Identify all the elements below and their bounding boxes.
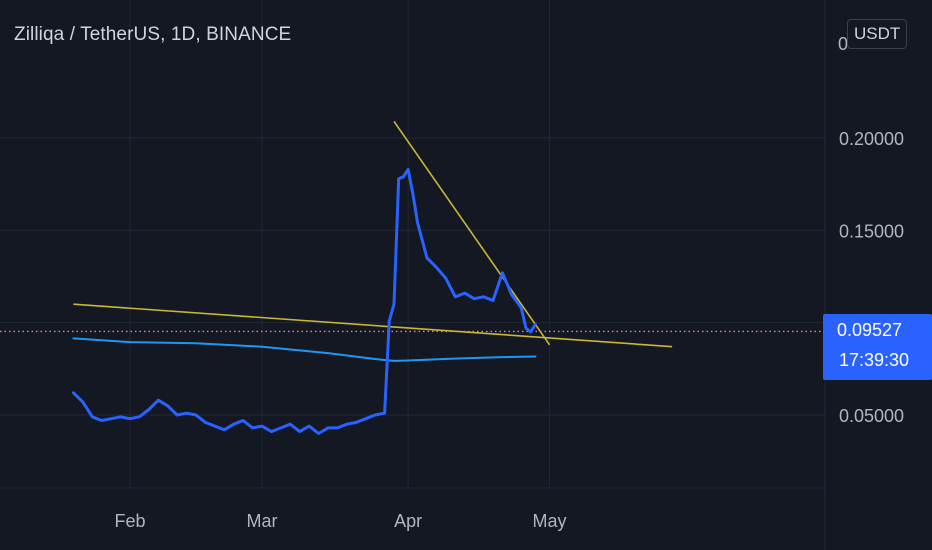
time-tick-label: Mar [247, 511, 278, 531]
time-tick-label: Feb [114, 511, 145, 531]
price-tick-label: 0.15000 [839, 221, 904, 241]
trendline-layer[interactable] [73, 120, 673, 348]
currency-button-label: USDT [854, 24, 901, 43]
price-line-layer [71, 167, 537, 435]
clipped-axis-label: 0 [838, 34, 848, 54]
price-axis[interactable]: 0.05000 0.15000 0.20000 [839, 129, 904, 426]
last-price-label: 0.09527 17:39:30 [823, 314, 932, 380]
bar-countdown: 17:39:30 [839, 350, 910, 370]
trendline-2 [393, 120, 551, 346]
time-axis[interactable]: Feb Mar Apr May [114, 511, 566, 531]
price-tick-label: 0.05000 [839, 406, 904, 426]
price-line [71, 167, 537, 435]
symbol-title-text: Zilliqa / TetherUS, 1D, BINANCE [14, 24, 292, 45]
price-tick-label: 0.20000 [839, 129, 904, 149]
currency-button[interactable]: USDT [847, 19, 908, 49]
time-tick-label: May [533, 511, 567, 531]
time-tick-label: Apr [394, 511, 422, 531]
last-price-value: 0.09527 [837, 320, 903, 340]
trendline-1 [73, 303, 673, 348]
moving-average-line [72, 337, 537, 362]
grid [0, 0, 825, 488]
symbol-title[interactable]: Zilliqa / TetherUS, 1D, BINANCE [14, 24, 291, 46]
moving-average-layer [72, 337, 537, 362]
